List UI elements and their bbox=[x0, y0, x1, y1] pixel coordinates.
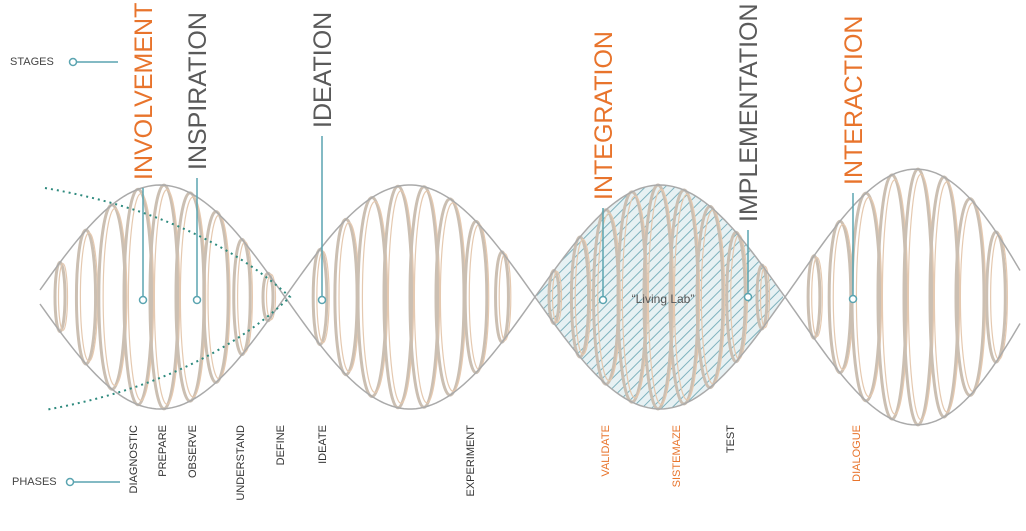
ring-inner bbox=[440, 203, 465, 391]
ring bbox=[335, 219, 357, 374]
stage-label: IDEATION bbox=[309, 12, 337, 128]
stage-label: INVOLVEMENT bbox=[130, 3, 158, 180]
stage-label: INTEGRATION bbox=[590, 31, 618, 200]
ring-inner bbox=[960, 203, 985, 392]
ring-inner bbox=[180, 197, 205, 397]
phase-label: SISTEMAZE bbox=[671, 425, 683, 487]
phase-label: VALIDATE bbox=[600, 425, 612, 477]
phases-dot bbox=[67, 479, 74, 486]
phase-label: IDEATE bbox=[317, 425, 329, 464]
phase-label: PREPARE bbox=[157, 425, 169, 477]
phase-label: OBSERVE bbox=[187, 425, 199, 478]
phases-label: PHASES bbox=[12, 476, 57, 488]
ring bbox=[987, 232, 1006, 362]
stage-dot bbox=[745, 294, 752, 301]
stages-label: STAGES bbox=[10, 56, 54, 68]
diagram: STAGES PHASES “Living Lab” INVOLVEMENT IN… bbox=[0, 0, 1026, 531]
ring-inner bbox=[208, 215, 230, 379]
ring bbox=[496, 252, 509, 342]
ring bbox=[465, 221, 487, 372]
phase-label: DEFINE bbox=[275, 425, 287, 465]
dotted-curve bbox=[45, 188, 290, 410]
stage-dot bbox=[319, 297, 326, 304]
phase-label: EXPERIMENT bbox=[465, 425, 477, 497]
helix bbox=[40, 169, 1020, 425]
stage-dot bbox=[600, 297, 607, 304]
ring bbox=[808, 256, 820, 338]
stage-dot bbox=[140, 297, 147, 304]
ring bbox=[829, 221, 851, 373]
phase-label: TEST bbox=[725, 425, 737, 453]
phase-label: DIAGNOSTIC bbox=[128, 425, 140, 494]
stage-label: INTERACTION bbox=[840, 16, 868, 185]
center-label: “Living Lab” bbox=[632, 292, 695, 306]
stage-dot bbox=[194, 297, 201, 304]
stage-label: INSPIRATION bbox=[184, 12, 212, 170]
phase-label: DIALOGUE bbox=[851, 425, 863, 482]
stage-label: IMPLEMENTATION bbox=[735, 3, 763, 222]
stage-dot bbox=[850, 296, 857, 303]
stages-dot bbox=[70, 59, 77, 66]
ring bbox=[76, 230, 95, 364]
phase-label: UNDERSTAND bbox=[235, 425, 247, 501]
